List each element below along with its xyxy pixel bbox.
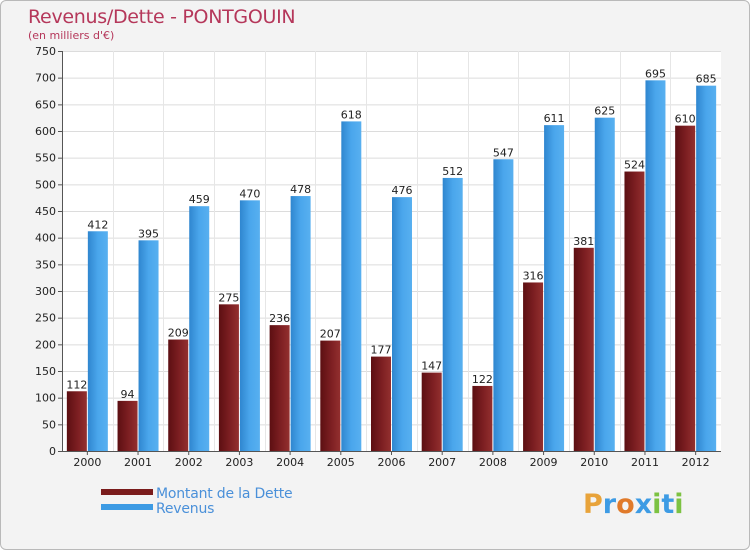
data-label-dette: 236 [269, 312, 290, 325]
logo-letter: o [616, 489, 635, 520]
y-tick-label: 200 [35, 338, 56, 351]
y-tick-label: 750 [35, 45, 56, 58]
bar-revenus [392, 197, 412, 451]
y-tick-label: 500 [35, 178, 56, 191]
proxiti-logo: Proxiti [583, 489, 684, 520]
data-label-dette: 147 [421, 360, 442, 373]
bar-revenus [189, 206, 210, 451]
legend-label-dette: Montant de la Dette [156, 486, 293, 502]
data-label-dette: 524 [624, 159, 645, 172]
bar-revenus [442, 177, 463, 451]
legend-swatch-dette [101, 489, 153, 495]
data-label-revenus: 625 [594, 105, 615, 118]
bar-revenus [138, 240, 159, 451]
bar-dette [421, 372, 442, 451]
x-tick-label: 2003 [225, 456, 253, 469]
x-tick-label: 2012 [682, 456, 710, 469]
y-tick-label: 700 [35, 72, 56, 85]
x-tick-label: 2007 [428, 456, 456, 469]
logo-letter: i [652, 489, 662, 520]
logo-letter: P [583, 489, 603, 520]
data-label-revenus: 685 [696, 73, 717, 86]
data-label-dette: 177 [371, 344, 392, 357]
bar-revenus [544, 125, 565, 451]
data-label-dette: 381 [573, 235, 594, 248]
data-label-revenus: 547 [493, 146, 514, 159]
data-label-revenus: 476 [392, 184, 413, 197]
bar-revenus [290, 196, 311, 451]
data-label-dette: 112 [66, 378, 87, 391]
bar-dette [168, 339, 189, 451]
chart-title: Revenus/Dette - PONTGOUIN [28, 6, 296, 28]
logo-letter: x [634, 489, 653, 520]
data-label-revenus: 512 [442, 165, 463, 178]
data-label-revenus: 611 [544, 112, 565, 125]
y-tick-label: 250 [35, 312, 56, 325]
x-tick-label: 2004 [276, 456, 304, 469]
data-label-revenus: 618 [341, 108, 362, 121]
x-tick-label: 2009 [530, 456, 558, 469]
bar-revenus [341, 121, 362, 452]
data-label-revenus: 478 [290, 183, 311, 196]
data-label-dette: 610 [675, 113, 696, 126]
y-tick-label: 300 [35, 285, 56, 298]
bar-dette [66, 391, 87, 451]
x-tick-label: 2011 [631, 456, 659, 469]
logo-letter: t [661, 489, 675, 520]
bar-dette [218, 304, 239, 451]
bar-dette [117, 400, 138, 451]
bar-revenus [239, 200, 260, 451]
bar-dette [371, 356, 391, 451]
data-label-dette: 209 [168, 327, 189, 340]
x-tick-label: 2002 [175, 456, 203, 469]
logo-letter: r [602, 489, 617, 520]
legend-swatch-revenus [101, 504, 153, 510]
data-label-revenus: 395 [138, 227, 159, 240]
y-tick-label: 50 [42, 418, 56, 431]
y-tick-label: 150 [35, 365, 56, 378]
bar-revenus [87, 231, 108, 451]
y-tick-label: 0 [49, 445, 56, 458]
y-tick-label: 600 [35, 125, 56, 138]
bar-dette [320, 340, 341, 451]
data-label-revenus: 459 [189, 193, 210, 206]
bar-dette [269, 325, 290, 451]
x-tick-label: 2000 [73, 456, 101, 469]
data-label-revenus: 470 [239, 187, 260, 200]
y-tick-label: 400 [35, 232, 56, 245]
plot-area [62, 51, 721, 451]
data-label-dette: 94 [121, 388, 135, 401]
bar-revenus [594, 117, 615, 452]
bar-revenus [493, 159, 514, 451]
data-label-dette: 275 [218, 291, 239, 304]
data-label-dette: 316 [523, 269, 544, 282]
y-tick-label: 350 [35, 258, 56, 271]
x-tick-label: 2010 [580, 456, 608, 469]
logo-letter: i [674, 489, 684, 520]
data-label-revenus: 412 [87, 218, 108, 231]
y-tick-label: 650 [35, 98, 56, 111]
x-tick-label: 2001 [124, 456, 152, 469]
bar-dette [472, 385, 493, 451]
bar-dette [573, 247, 594, 451]
x-tick-label: 2008 [479, 456, 507, 469]
data-label-dette: 122 [472, 373, 493, 386]
bar-dette [523, 282, 544, 451]
x-tick-label: 2005 [327, 456, 355, 469]
data-label-revenus: 695 [645, 67, 666, 80]
y-tick-label: 100 [35, 392, 56, 405]
bar-revenus [645, 80, 666, 451]
data-label-dette: 207 [320, 328, 341, 341]
bar-revenus [696, 85, 717, 452]
x-tick-label: 2006 [378, 456, 406, 469]
chart-subtitle: (en milliers d'€) [28, 29, 115, 42]
legend-label-revenus: Revenus [156, 501, 215, 517]
bar-dette [675, 125, 696, 452]
y-tick-label: 450 [35, 205, 56, 218]
y-tick-label: 550 [35, 152, 56, 165]
bar-dette [624, 171, 645, 452]
